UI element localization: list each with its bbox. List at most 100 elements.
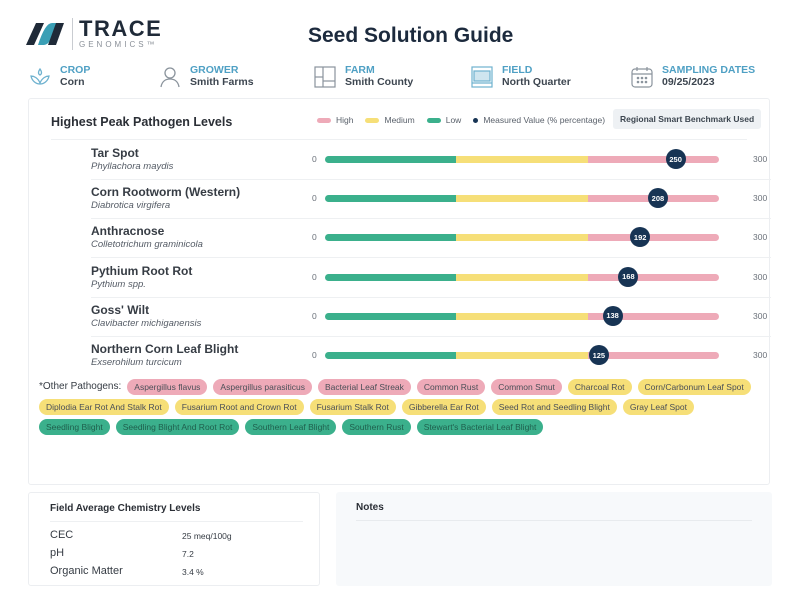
scale-max: 300	[753, 350, 768, 360]
pathogen-tag: Aspergillus flavus	[127, 379, 208, 395]
pathogen-tag: Common Rust	[416, 379, 486, 395]
pathogen-scientific-name: Pythium spp.	[91, 278, 146, 290]
meta-grower: GROWER Smith Farms	[158, 64, 254, 89]
divider	[51, 139, 747, 140]
pathogen-tag: Gray Leaf Spot	[622, 399, 694, 415]
pathogen-levels-title: Highest Peak Pathogen Levels	[51, 115, 233, 129]
level-bar	[325, 352, 719, 359]
farm-grid-icon	[314, 65, 336, 88]
divider	[91, 296, 771, 298]
low-swatch-icon	[426, 117, 441, 123]
pathogen-row: Pythium Root Rot Pythium spp. 0 168 300	[91, 259, 771, 298]
scale-max: 300	[753, 193, 768, 204]
grower-value: Smith Farms	[190, 76, 254, 88]
farm-label: FARM	[345, 64, 375, 76]
medium-swatch-icon	[365, 117, 380, 123]
sampling-dates-value: 09/25/2023	[662, 76, 715, 88]
pathogen-tag: Fusarium Root and Crown Rot	[174, 399, 304, 415]
pathogen-tag: Gibberella Ear Rot	[401, 399, 486, 415]
pathogen-tag: Seed Rot and Seedling Blight	[491, 399, 617, 415]
field-map-icon	[471, 65, 493, 88]
crop-value: Corn	[60, 76, 85, 88]
divider	[50, 521, 303, 522]
calendar-icon	[631, 66, 653, 88]
pathogen-name: Anthracnose	[91, 224, 165, 239]
measured-value-marker: 192	[630, 227, 651, 248]
divider	[356, 520, 752, 521]
pathogen-row: Northern Corn Leaf Blight Exserohilum tur…	[91, 337, 771, 376]
pathogen-scientific-name: Phyllachora maydis	[91, 161, 174, 172]
meta-crop: CROP Corn	[28, 64, 90, 89]
pathogen-tag: Seedling Blight	[39, 419, 110, 435]
chem-label: Organic Matter	[50, 565, 123, 577]
legend-medium: Medium	[384, 115, 415, 125]
scale-min: 0	[312, 350, 317, 360]
scale-max: 300	[753, 310, 768, 321]
chemistry-card: Field Average Chemistry Levels CEC 25 meq…	[28, 492, 320, 586]
pathogen-scientific-name: Exserohilum turcicum	[91, 357, 182, 368]
legend-low: Low	[445, 115, 462, 125]
level-bar	[325, 234, 719, 242]
legend-high: High	[336, 115, 354, 125]
meta-farm: FARM Smith County	[313, 64, 413, 89]
pathogen-tag: Aspergillus parasiticus	[213, 379, 312, 395]
field-label: FIELD	[502, 64, 533, 76]
scale-min: 0	[312, 193, 317, 204]
legend: High Medium Low Measured Value (% percen…	[317, 115, 617, 125]
chem-label: pH	[50, 547, 65, 559]
pathogen-scientific-name: Colletotrichum graminicola	[91, 239, 203, 251]
sprout-icon	[30, 67, 50, 85]
pathogen-tag: Fusarium Stalk Rot	[309, 399, 396, 415]
chem-label: CEC	[50, 529, 74, 541]
meta-sampling-dates: SAMPLING DATES 09/25/2023	[630, 64, 755, 89]
pathogen-row: Tar Spot Phyllachora maydis 0 250 300	[91, 141, 771, 180]
pathogen-name: Goss' Wilt	[91, 302, 150, 317]
pathogen-tag: Bacterial Leaf Streak	[318, 379, 411, 395]
pathogen-tag: Southern Rust	[342, 419, 411, 435]
pathogen-row: Corn Rootworm (Western) Diabrotica virgif…	[91, 180, 771, 220]
scale-max: 300	[753, 271, 768, 282]
pathogen-tag: Charcoal Rot	[567, 379, 632, 395]
brand-name: TRACE	[79, 16, 163, 41]
level-bar	[325, 273, 719, 281]
pathogen-tag: Stewart's Bacterial Leaf Blight	[416, 419, 544, 435]
pathogen-tag: Southern Leaf Blight	[245, 419, 337, 435]
measured-value-marker: 168	[618, 266, 639, 287]
divider	[91, 335, 771, 337]
chemistry-row-cec: CEC 25 meq/100g	[50, 529, 310, 547]
sampling-dates-label: SAMPLING DATES	[662, 64, 756, 76]
scale-min: 0	[312, 310, 317, 321]
notes-title: Notes	[356, 502, 384, 513]
notes-card: Notes	[336, 492, 772, 586]
pathogen-tag: Common Smut	[491, 379, 562, 395]
divider	[91, 218, 771, 220]
measured-value-marker: 250	[665, 149, 686, 169]
pathogen-name: Pythium Root Rot	[91, 263, 193, 278]
scale-max: 300	[753, 154, 768, 164]
other-pathogens: *Other Pathogens: Aspergillus flavus Aspe…	[39, 379, 759, 435]
chem-value: 25 meq/100g	[182, 531, 232, 541]
chem-value: 3.4 %	[182, 567, 204, 577]
high-swatch-icon	[317, 117, 331, 123]
chemistry-row-ph: pH 7.2	[50, 547, 310, 565]
trace-genomics-logo: TRACE GENOMICS™	[24, 18, 162, 50]
measured-value-marker: 208	[647, 188, 668, 209]
level-bar	[325, 312, 719, 320]
scale-min: 0	[312, 154, 317, 164]
measured-value-marker: 138	[602, 305, 623, 326]
grower-label: GROWER	[190, 64, 239, 76]
pathogen-name: Corn Rootworm (Western)	[91, 185, 241, 200]
pathogen-scientific-name: Clavibacter michiganensis	[91, 317, 202, 329]
pathogen-scientific-name: Diabrotica virgifera	[91, 200, 171, 212]
brand-sub: GENOMICS™	[79, 40, 158, 49]
logo-mark-icon	[26, 23, 64, 45]
measured-value-marker: 125	[588, 345, 609, 365]
pathogen-levels-card: Highest Peak Pathogen Levels High Medium…	[28, 98, 771, 485]
field-value: North Quarter	[502, 76, 571, 88]
farm-value: Smith County	[345, 76, 414, 88]
scale-min: 0	[312, 271, 317, 282]
pathogen-name: Tar Spot	[91, 146, 139, 160]
scale-max: 300	[753, 232, 768, 243]
pathogen-tag: Diplodia Ear Rot And Stalk Rot	[39, 399, 169, 415]
measured-dot-icon	[473, 117, 479, 123]
